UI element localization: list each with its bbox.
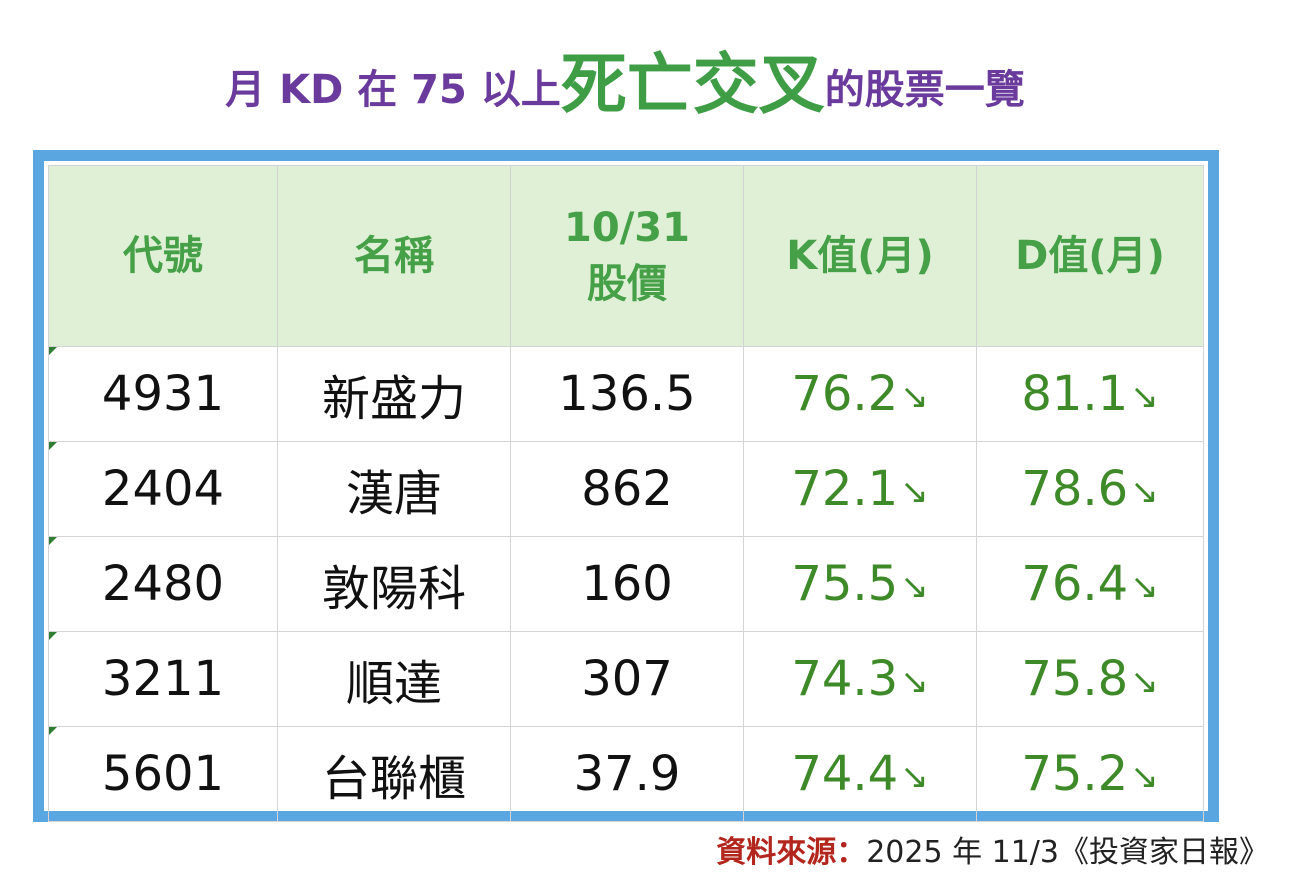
cell-name: 台聯櫃 — [277, 726, 511, 822]
cell-d-value: 75.8↘ — [976, 631, 1204, 727]
cell-name: 新盛力 — [277, 346, 511, 442]
down-arrow-icon: ↘ — [1130, 757, 1159, 797]
down-arrow-icon: ↘ — [1130, 662, 1159, 702]
down-arrow-icon: ↘ — [1130, 472, 1159, 512]
corner-marker — [49, 347, 57, 355]
down-arrow-icon: ↘ — [1130, 567, 1159, 607]
table-row: 4931 新盛力 136.5 76.2↘ 81.1↘ — [48, 346, 1204, 442]
cell-code: 4931 — [48, 346, 278, 442]
cell-name: 順達 — [277, 631, 511, 727]
stock-table: 代號 名稱 10/31 股價 K值(月) D值(月) 4931 新盛力 136.… — [48, 165, 1204, 822]
title-part2: 的股票一覽 — [824, 67, 1025, 113]
down-arrow-icon: ↘ — [900, 567, 929, 607]
cell-code: 5601 — [48, 726, 278, 822]
table-frame: 代號 名稱 10/31 股價 K值(月) D值(月) 4931 新盛力 136.… — [33, 150, 1219, 822]
down-arrow-icon: ↘ — [1130, 377, 1159, 417]
corner-marker — [49, 632, 57, 640]
down-arrow-icon: ↘ — [900, 377, 929, 417]
cell-code: 3211 — [48, 631, 278, 727]
title-highlight: 死亡交叉 — [560, 46, 825, 123]
header-k-value: K值(月) — [743, 165, 977, 347]
table-header-row: 代號 名稱 10/31 股價 K值(月) D值(月) — [48, 165, 1204, 347]
corner-marker — [49, 727, 57, 735]
cell-price: 136.5 — [510, 346, 744, 442]
down-arrow-icon: ↘ — [900, 472, 929, 512]
table-row: 2480 敦陽科 160 75.5↘ 76.4↘ — [48, 536, 1204, 632]
table-row: 2404 漢唐 862 72.1↘ 78.6↘ — [48, 441, 1204, 537]
cell-code: 2404 — [48, 441, 278, 537]
cell-code: 2480 — [48, 536, 278, 632]
cell-d-value: 76.4↘ — [976, 536, 1204, 632]
header-price-label: 股價 — [587, 261, 667, 307]
cell-name: 敦陽科 — [277, 536, 511, 632]
title-part1: 月 KD 在 75 以上 — [225, 67, 561, 113]
cell-name: 漢唐 — [277, 441, 511, 537]
down-arrow-icon: ↘ — [900, 662, 929, 702]
cell-price: 37.9 — [510, 726, 744, 822]
cell-d-value: 81.1↘ — [976, 346, 1204, 442]
cell-price: 160 — [510, 536, 744, 632]
header-name: 名稱 — [277, 165, 511, 347]
cell-price: 307 — [510, 631, 744, 727]
header-d-value: D值(月) — [976, 165, 1204, 347]
cell-k-value: 76.2↘ — [743, 346, 977, 442]
cell-k-value: 72.1↘ — [743, 441, 977, 537]
corner-marker — [49, 537, 57, 545]
cell-k-value: 74.4↘ — [743, 726, 977, 822]
header-price-date: 10/31 — [564, 205, 690, 251]
source-note: 資料來源：2025 年 11/3《投資家日報》 — [716, 828, 1269, 878]
cell-k-value: 74.3↘ — [743, 631, 977, 727]
header-code: 代號 — [48, 165, 278, 347]
source-label: 資料來源： — [716, 835, 867, 870]
header-price: 10/31 股價 — [510, 165, 744, 347]
page-title: 月 KD 在 75 以上死亡交叉的股票一覽 — [0, 40, 1250, 130]
cell-k-value: 75.5↘ — [743, 536, 977, 632]
source-text: 2025 年 11/3《投資家日報》 — [866, 835, 1269, 870]
down-arrow-icon: ↘ — [900, 757, 929, 797]
corner-marker — [49, 442, 57, 450]
cell-price: 862 — [510, 441, 744, 537]
table-frame-inner: 代號 名稱 10/31 股價 K值(月) D值(月) 4931 新盛力 136.… — [44, 161, 1208, 822]
cell-d-value: 78.6↘ — [976, 441, 1204, 537]
table-row: 3211 順達 307 74.3↘ 75.8↘ — [48, 631, 1204, 727]
cell-d-value: 75.2↘ — [976, 726, 1204, 822]
table-row: 5601 台聯櫃 37.9 74.4↘ 75.2↘ — [48, 726, 1204, 822]
